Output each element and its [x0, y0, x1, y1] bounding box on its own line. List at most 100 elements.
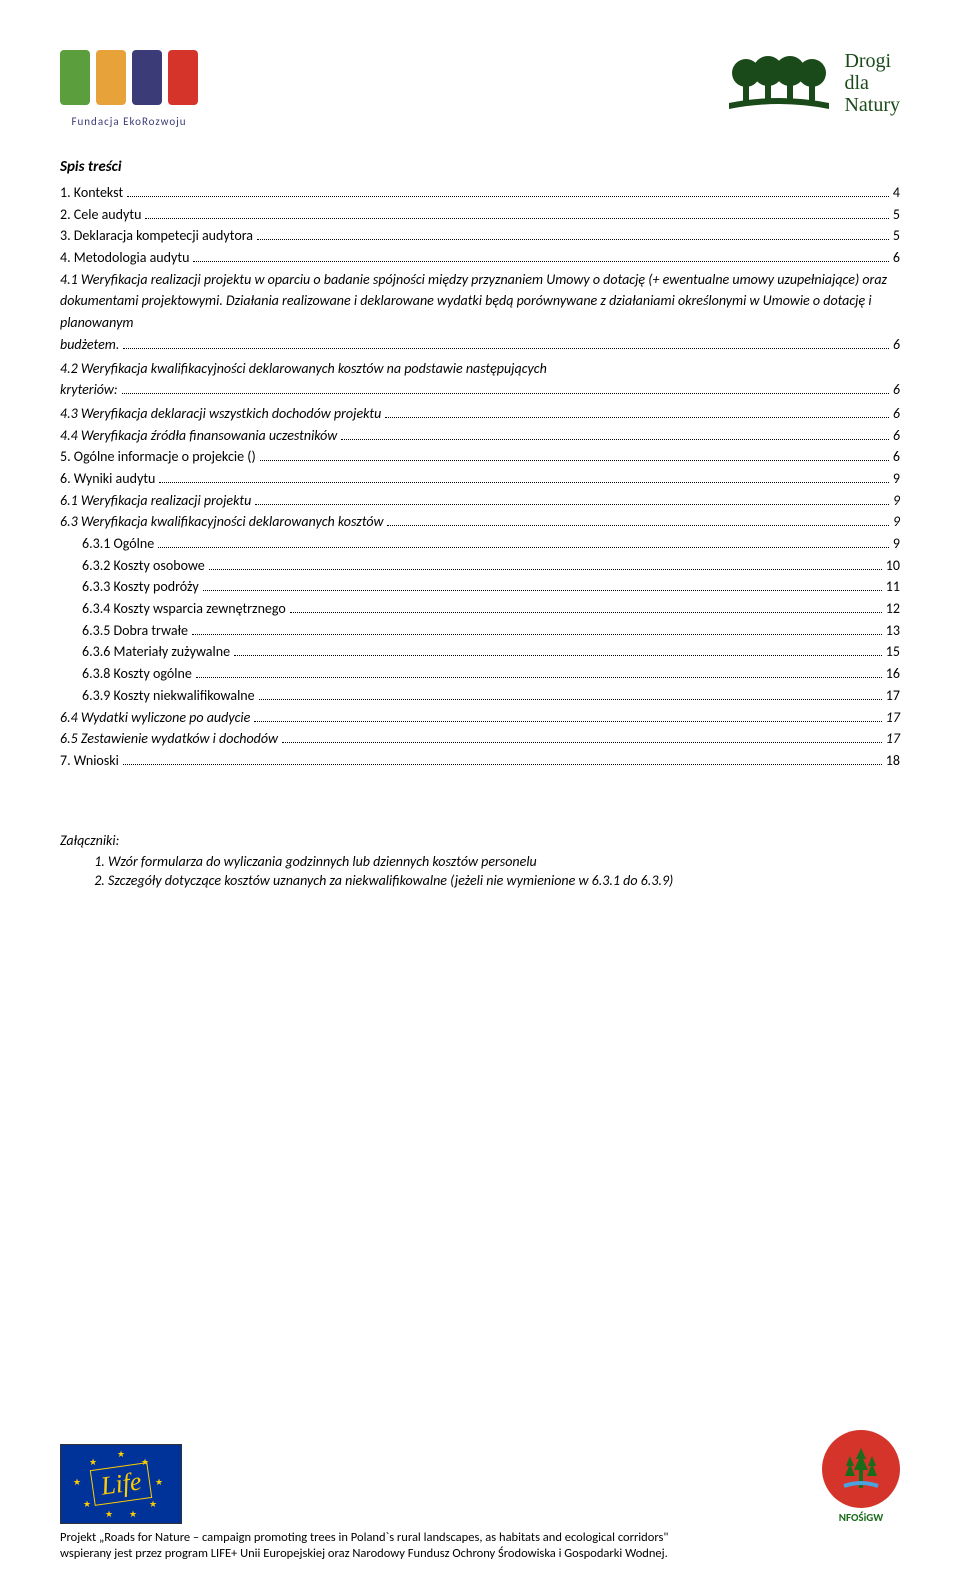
toc-entry-lastline: budżetem.6 — [60, 334, 900, 356]
toc-label: 6.3 Weryfikacja kwalifikacyjności deklar… — [60, 511, 383, 533]
toc-entry: 6.3.2 Koszty osobowe 10 — [60, 555, 900, 577]
logo-block-green — [60, 50, 90, 105]
toc-label: 6.3.3 Koszty podróży — [82, 576, 199, 598]
toc-leader — [260, 449, 889, 461]
drogi-line3: Natury — [844, 94, 900, 116]
toc-leader — [192, 623, 882, 635]
toc-label: 6.3.6 Materiały zużywalne — [82, 641, 230, 663]
attachment-item: Wzór formularza do wyliczania godzinnych… — [108, 853, 900, 870]
toc-page: 10 — [886, 555, 900, 577]
toc-entry: 5. Ogólne informacje o projekcie () 6 — [60, 446, 900, 468]
toc-entry-lastline: kryteriów:6 — [60, 379, 900, 401]
logo-block-blue — [132, 50, 162, 105]
toc-label: 2. Cele audytu — [60, 204, 141, 226]
toc-entry: 6.5 Zestawienie wydatków i dochodów 17 — [60, 728, 900, 750]
toc-label-end: budżetem. — [60, 334, 119, 356]
life-logo: ★ ★ ★ ★ ★ ★ ★ ★ ★ Life — [60, 1444, 182, 1524]
toc-label: 5. Ogólne informacje o projekcie () — [60, 446, 256, 468]
drogi-text: Drogi dla Natury — [844, 50, 900, 116]
logo-block-orange — [96, 50, 126, 105]
toc-entry: 3. Deklaracja kompetecji audytora 5 — [60, 225, 900, 247]
toc-entry: 6.4 Wydatki wyliczone po audycie 17 — [60, 707, 900, 729]
toc-entry: 6.3.3 Koszty podróży 11 — [60, 576, 900, 598]
toc-page: 13 — [886, 620, 900, 642]
toc-leader — [209, 558, 882, 570]
toc-entry: 7. Wnioski 18 — [60, 750, 900, 772]
toc-page: 12 — [886, 598, 900, 620]
toc-page: 18 — [886, 750, 900, 772]
toc-entry: 4.4 Weryfikacja źródła finansowania ucze… — [60, 425, 900, 447]
toc-page: 17 — [886, 707, 900, 729]
drogi-logo: Drogi dla Natury — [724, 50, 900, 116]
toc-leader — [127, 185, 889, 197]
nfosigw-circle-icon — [822, 1430, 900, 1508]
toc-page: 5 — [893, 204, 900, 226]
toc-leader — [259, 688, 882, 700]
nfosigw-text: NFOŚiGW — [839, 1511, 884, 1524]
trees-icon — [724, 53, 834, 113]
toc-page: 6 — [893, 446, 900, 468]
toc-label: 6.3.1 Ogólne — [82, 533, 154, 555]
life-text: Life — [90, 1462, 153, 1506]
fundacja-logo: Fundacja EkoRozwoju — [60, 50, 198, 128]
toc-leader — [158, 536, 889, 548]
toc-page: 5 — [893, 225, 900, 247]
toc-page: 4 — [893, 182, 900, 204]
footer-caption-line1: Projekt „Roads for Nature – campaign pro… — [60, 1530, 668, 1545]
toc-leader — [257, 228, 889, 240]
toc-list: 1. Kontekst42. Cele audytu53. Deklaracja… — [60, 182, 900, 772]
toc-leader — [123, 753, 882, 765]
toc-page: 9 — [893, 533, 900, 555]
toc-leader — [255, 492, 889, 504]
attachments-list: Wzór formularza do wyliczania godzinnych… — [60, 853, 900, 889]
footer-caption-line2: wspierany jest przez program LIFE+ Unii … — [60, 1546, 668, 1561]
toc-label: 4. Metodologia audytu — [60, 247, 189, 269]
toc-page: 6 — [893, 403, 900, 425]
attachments-section: Załączniki: Wzór formularza do wyliczani… — [60, 832, 900, 889]
document-page: Fundacja EkoRozwoju Drogi dla Natury — [0, 0, 960, 1592]
attachments-title: Załączniki: — [60, 832, 900, 849]
toc-label-end: kryteriów: — [60, 379, 118, 401]
toc-leader — [203, 579, 882, 591]
toc-page: 11 — [886, 576, 900, 598]
toc-leader — [159, 471, 888, 483]
toc-entry: 6.3.4 Koszty wsparcia zewnętrznego12 — [60, 598, 900, 620]
drogi-line2: dla — [844, 72, 900, 94]
toc-leader — [145, 207, 888, 219]
toc-label: 6.4 Wydatki wyliczone po audycie — [60, 707, 250, 729]
toc-leader — [123, 337, 889, 349]
toc-entry: 6.3.1 Ogólne 9 — [60, 533, 900, 555]
toc-entry: 4. Metodologia audytu 6 — [60, 247, 900, 269]
toc-entry: 6.1 Weryfikacja realizacji projektu 9 — [60, 490, 900, 512]
toc-label: 6.5 Zestawienie wydatków i dochodów — [60, 728, 278, 750]
toc-entry: 6.3.8 Koszty ogólne16 — [60, 663, 900, 685]
nfosigw-logo: NFOŚiGW — [822, 1430, 900, 1524]
toc-label: 7. Wnioski — [60, 750, 119, 772]
toc-page: 6 — [893, 425, 900, 447]
toc-leader — [385, 406, 889, 418]
toc-label: 6.3.5 Dobra trwałe — [82, 620, 188, 642]
toc-page: 6 — [893, 247, 900, 269]
toc-entry: 6.3.9 Koszty niekwalifikowalne17 — [60, 685, 900, 707]
toc-label: 6.1 Weryfikacja realizacji projektu — [60, 490, 251, 512]
toc-page: 16 — [886, 663, 900, 685]
logo-block-red — [168, 50, 198, 105]
drogi-line1: Drogi — [844, 50, 900, 72]
toc-entry: 6.3 Weryfikacja kwalifikacyjności deklar… — [60, 511, 900, 533]
toc-leader — [234, 644, 882, 656]
toc-page: 9 — [893, 490, 900, 512]
toc-label: 3. Deklaracja kompetecji audytora — [60, 225, 253, 247]
toc-page: 17 — [886, 728, 900, 750]
toc-leader — [387, 514, 888, 526]
toc-leader — [122, 382, 889, 394]
toc-entry: 6. Wyniki audytu9 — [60, 468, 900, 490]
footer: ★ ★ ★ ★ ★ ★ ★ ★ ★ Life — [60, 1430, 900, 1563]
toc-entry: 6.3.5 Dobra trwałe 13 — [60, 620, 900, 642]
toc-label: 4.3 Weryfikacja deklaracji wszystkich do… — [60, 403, 381, 425]
toc-leader — [254, 709, 881, 721]
toc-leader — [290, 601, 882, 613]
footer-logos: ★ ★ ★ ★ ★ ★ ★ ★ ★ Life — [60, 1430, 900, 1524]
toc-label: 6.3.2 Koszty osobowe — [82, 555, 205, 577]
toc-leader — [282, 731, 882, 743]
toc-entry: 2. Cele audytu 5 — [60, 204, 900, 226]
